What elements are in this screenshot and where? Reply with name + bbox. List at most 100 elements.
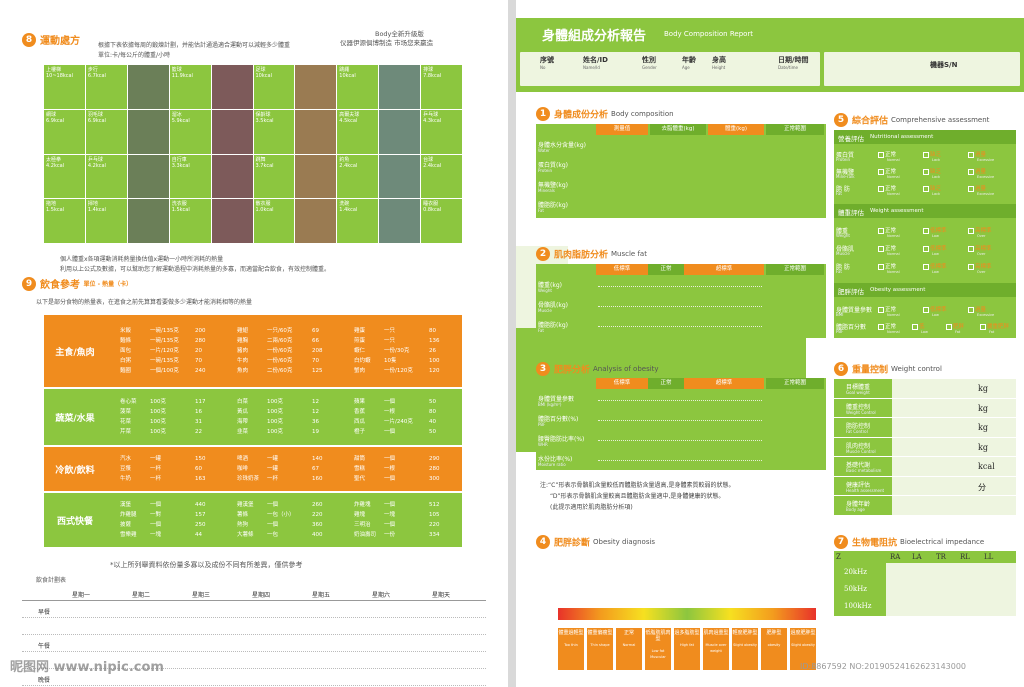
plan-row: 午餐 (22, 635, 486, 652)
section-title: 飲食參考 (40, 280, 80, 291)
exercise-cell: 拖地 1.5kcal (44, 199, 85, 243)
exercise-cell: 溜冰 5.9kcal (169, 109, 211, 154)
row-label: 體脂百分數 (836, 324, 867, 331)
section-8-header: 8 運動處方 (22, 32, 80, 47)
plan-meal: 晚餐 (38, 677, 51, 684)
type-name-en: obesity (767, 643, 781, 647)
col-header: 正常範圍 (766, 378, 824, 389)
row-label: 脂肪控制 (846, 423, 871, 430)
row-label: 身體質量參數 (538, 396, 575, 403)
exercise-photo (211, 109, 253, 154)
section-title: 運動處方 (40, 36, 80, 47)
option: 缺乏 Lack (923, 150, 941, 162)
food-kcal: 140 (312, 456, 323, 462)
row-label-en: WHR (538, 442, 548, 447)
row-label-en: Muscle Control (846, 448, 876, 454)
food-kcal: 12 (312, 409, 319, 415)
type-name: 輕度肥胖型 (732, 630, 758, 636)
exercise-name: 跳繩 (339, 67, 350, 73)
option: 過量 Excessive (968, 184, 994, 196)
section-desc: 根據下表依據每周的鍛煉計劃，并能估計通過適合運動可以減輕多少體重 (98, 42, 291, 49)
info-bar (516, 48, 1024, 92)
food-name: 花菜 (120, 419, 132, 425)
food-portion: 一個 (384, 476, 396, 482)
food-portion: 100克 (267, 409, 283, 415)
scale-ruler (598, 306, 762, 307)
food-portion: 二份/60克 (267, 368, 293, 374)
food-kcal: 160 (312, 476, 323, 482)
food-portion: 一個 (384, 502, 396, 508)
plan-day: 星期五 (312, 592, 331, 599)
exercise-cell: 乒乓球 4.2kcal (85, 154, 127, 199)
row-label-en: Moisture ratio (538, 462, 566, 467)
type-box: 肥胖型 obesity (761, 628, 787, 670)
col-header: 正常範圍 (766, 124, 824, 135)
row-label: 肌肉控制 (846, 442, 871, 450)
food-kcal: 125 (312, 368, 323, 374)
exercise-photo (295, 109, 337, 154)
row-label-en: Weight (538, 288, 552, 293)
row-label: 骨骼肌(kg) (538, 302, 568, 309)
col-header: 低標準 (596, 264, 648, 275)
food-portion: 一個 (384, 399, 396, 405)
food-name: 蟹肉 (354, 368, 366, 374)
exercise-kcal: 10kcal (255, 73, 272, 79)
exercise-kcal: 10kcal (339, 73, 356, 79)
usage-note: 利用以上公式及數據，可以幫助您了解運動過程中消耗熱量的多寡，而適當配合飲食，有效… (60, 266, 331, 273)
info-label-en: Age (682, 65, 690, 70)
unit: 分 (978, 482, 986, 492)
info-label-en: Date/time (778, 65, 798, 70)
exercise-photo (295, 199, 337, 243)
food-portion: 一杯 (150, 466, 162, 472)
food-table: 主食/魚肉 米飯 一碗/135克 200 麵條 一碗/135克 280 面包 一片/120克 20… (44, 315, 462, 547)
unit: kg (978, 403, 988, 413)
option: 正常 Normal (878, 322, 900, 334)
exercise-grid: 上樓梯 10~18kcal 步行 6.7kcal 籃球 11.9kcal 足球 10kcal 跳… (44, 65, 462, 243)
row-label: 體脂百分數(%) (538, 416, 579, 423)
unit: kcal (978, 462, 995, 471)
food-portion: 一罐 (150, 456, 162, 462)
exercise-cell: 台球 2.4kcal (421, 154, 462, 199)
row-label-en: Body age (846, 507, 865, 512)
section-number: 7 (834, 535, 848, 549)
food-name: 白粥 (120, 358, 132, 364)
exercise-kcal: 2.4kcal (423, 162, 442, 169)
info-box (520, 52, 820, 86)
unit: kg (978, 442, 988, 452)
food-name: 韭菜 (237, 429, 249, 435)
type-name: 低脂肪肌肉型 (645, 630, 671, 642)
weight-row (834, 418, 1016, 438)
body-composition-table (536, 124, 826, 218)
row-label: 無機鹽(kg) (538, 182, 568, 189)
row-label: 蛋白質(kg) (538, 162, 568, 169)
food-disclaimer: *以上所列舉資料依份量多寡以及成份不同有所差異，僅供參考 (110, 561, 303, 569)
option: 低標準 Low (923, 244, 947, 256)
food-name: 海帶 (237, 419, 249, 425)
food-portion: 100克 (267, 429, 283, 435)
info-label: 序號 (540, 56, 554, 64)
food-name: 蘋果 (354, 399, 366, 405)
option: 正常 Normal (878, 184, 900, 196)
food-name: 雪糕 (354, 466, 366, 472)
plan-row: 早餐 (22, 601, 486, 618)
food-portion: 一片/240克 (384, 419, 413, 425)
type-box: 體重過輕型 Too thin (558, 628, 584, 670)
col-header: 超標準 (684, 378, 764, 389)
food-kcal: 69 (312, 328, 319, 334)
exercise-cell: 保齡球 3.5kcal (253, 109, 295, 154)
report-title-en: Body Composition Report (664, 30, 754, 38)
exercise-kcal: 3.5kcal (255, 117, 274, 124)
food-portion: 一塊 (150, 532, 162, 538)
food-name: 熱狗 (237, 522, 249, 528)
exercise-name: 步行 (87, 67, 98, 73)
food-name: 煎蛋 (354, 338, 366, 344)
food-portion: 一塊 (384, 512, 396, 518)
option: 缺乏 Lack (923, 167, 941, 179)
exercise-cell: 足球 10kcal (253, 65, 295, 109)
food-kcal: 120 (429, 368, 440, 374)
exercise-cell: 掃地 1.4kcal (85, 199, 127, 243)
type-name-en: Normal (622, 643, 636, 647)
row-label: 腰臀脂肪比率(%) (538, 436, 585, 443)
row-label-en: PBF (538, 422, 546, 427)
type-box: 體重偏瘦型 Thin shape (587, 628, 613, 670)
